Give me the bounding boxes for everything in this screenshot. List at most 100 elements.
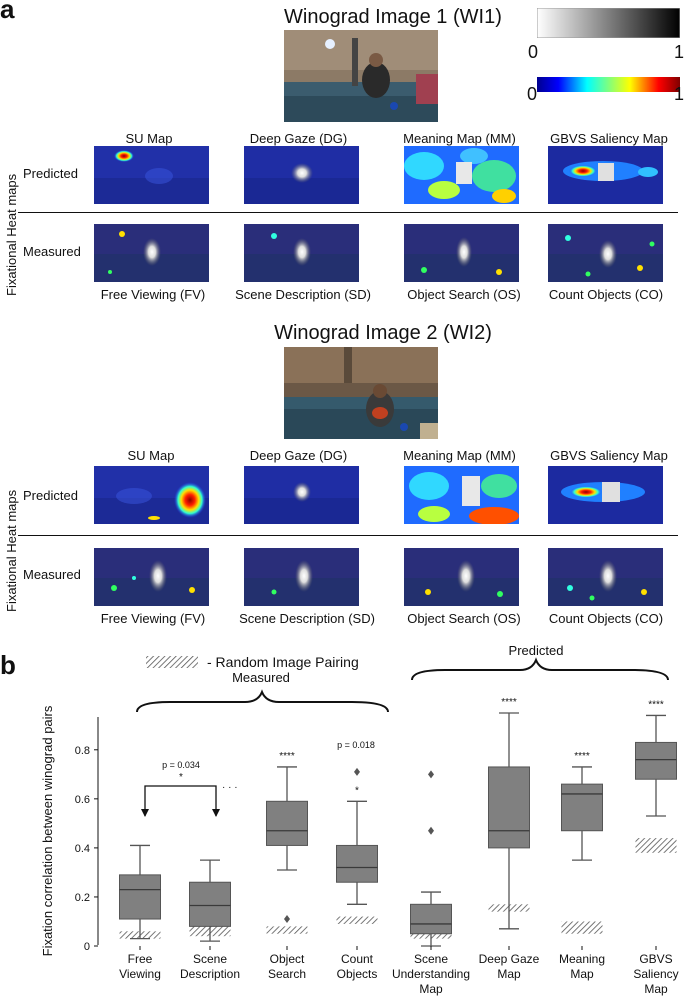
box-6: [561, 783, 603, 832]
wi1-label-co: Count Objects (CO): [548, 287, 664, 302]
box-7: [635, 741, 677, 780]
box-1: [189, 881, 231, 927]
wi1-predicted-dg-heatmap: [244, 146, 359, 204]
measured-brace: [136, 689, 389, 713]
colorbar-gray: [536, 7, 681, 39]
x-label-4-0: Scene: [414, 952, 448, 966]
colorbar-jet: [537, 77, 680, 92]
wi2-predicted-mm-heatmap: [404, 466, 519, 524]
p-fv-sd-dots: · · ·: [222, 782, 238, 793]
wi1-scene-photo: [284, 30, 438, 122]
x-label-5-1: Map: [497, 967, 521, 981]
box-0: [119, 874, 161, 920]
wi1-predicted-mm-heatmap: [404, 146, 519, 204]
wi2-label-fv: Free Viewing (FV): [100, 611, 206, 626]
wi1-measured-fv-heatmap: [94, 224, 209, 282]
y-tick-label-0: 0: [84, 941, 90, 953]
p-fv-sd-arrowhead-left: [141, 809, 149, 817]
wi2-label-os: Object Search (OS): [407, 611, 521, 626]
significance-7: ****: [648, 699, 664, 710]
random-pairing-band-3: [336, 916, 378, 924]
x-label-4-1: Understanding: [392, 967, 470, 981]
outlier-4-0: [428, 826, 434, 835]
measured-group-label: Measured: [232, 670, 290, 685]
wi2-measured-sd-heatmap: [244, 548, 359, 606]
colorbar-gray-min: 0: [528, 42, 539, 62]
wi1-predicted-su-heatmap: [94, 146, 209, 204]
wi2-measured-co-heatmap: [548, 548, 663, 606]
box-3: [336, 844, 378, 883]
wi1-label-deep-gaze: Deep Gaze (DG): [249, 131, 348, 146]
wi1-label-sd: Scene Description (SD): [235, 287, 371, 302]
random-pairing-band-6: [561, 921, 603, 934]
y-tick-label-1: 0.2: [75, 892, 90, 904]
p-fv-sd-bracket: [144, 785, 217, 816]
colorbar-gray-max: 1: [674, 42, 685, 62]
wi1-label-os: Object Search (OS): [407, 287, 521, 302]
y-tick-label-3: 0.6: [75, 794, 90, 806]
wi2-label-co: Count Objects (CO): [548, 611, 664, 626]
wi2-label-sd: Scene Description (SD): [239, 611, 375, 626]
wi1-row-divider: [18, 212, 678, 213]
wi1-title: Winograd Image 1 (WI1): [284, 6, 502, 28]
y-axis-label: Fixation correlation between winograd pa…: [40, 705, 55, 956]
wi1-measured-co-heatmap: [548, 224, 663, 282]
predicted-brace: [411, 657, 669, 681]
wi2-predicted-dg-heatmap: [244, 466, 359, 524]
box-5: [488, 766, 530, 849]
wi2-predicted-su-heatmap: [94, 466, 209, 524]
legend-hatch-swatch: [146, 656, 198, 668]
x-label-6-1: Map: [570, 967, 594, 981]
x-label-2-1: Search: [268, 967, 306, 981]
x-label-1-0: Scene: [193, 952, 227, 966]
wi2-title: Winograd Image 2 (WI2): [274, 322, 492, 344]
outlier-2-0: [284, 915, 290, 924]
x-label-1-1: Description: [180, 967, 240, 981]
wi1-label-fv: Free Viewing (FV): [100, 287, 206, 302]
wi2-row-predicted: Predicted: [23, 488, 78, 503]
y-tick-label-2: 0.4: [75, 843, 90, 855]
x-label-2-0: Object: [270, 952, 305, 966]
wi2-label-meaning-map: Meaning Map (MM): [403, 448, 516, 463]
outlier-4-1: [428, 770, 434, 779]
x-label-5-0: Deep Gaze: [479, 952, 540, 966]
p-fv-sd: p = 0.034: [162, 760, 200, 770]
x-label-0-0: Free: [128, 952, 153, 966]
significance-5: ****: [501, 697, 517, 708]
legend-label: - Random Image Pairing: [207, 654, 359, 670]
wi1-measured-os-heatmap: [404, 224, 519, 282]
wi2-measured-os-heatmap: [404, 548, 519, 606]
wi1-predicted-gbvs-heatmap: [548, 146, 663, 204]
wi2-label-gbvs: GBVS Saliency Map: [550, 448, 668, 463]
predicted-group-label: Predicted: [509, 645, 564, 658]
panel-a-letter: a: [0, 0, 15, 24]
wi1-row-measured: Measured: [23, 244, 81, 259]
significance-6: ****: [574, 751, 590, 762]
significance-2: ****: [279, 751, 295, 762]
colorbar-jet-max: 1: [674, 84, 685, 104]
x-label-0-1: Viewing: [119, 967, 161, 981]
x-label-7-0: GBVS: [639, 952, 672, 966]
wi1-row-predicted: Predicted: [23, 166, 78, 181]
wi2-measured-fv-heatmap: [94, 548, 209, 606]
wi2-scene-photo: [284, 347, 438, 439]
random-pairing-band-7: [635, 838, 677, 853]
wi2-predicted-gbvs-heatmap: [548, 466, 663, 524]
box-2: [266, 800, 308, 846]
wi2-row-measured: Measured: [23, 567, 81, 582]
random-pairing-band-2: [266, 926, 308, 934]
y-tick-label-4: 0.8: [75, 745, 90, 757]
x-label-4-2: Map: [419, 982, 443, 996]
box-4: [410, 903, 452, 935]
significance-3: *: [355, 785, 359, 796]
wi1-label-su-map: SU Map: [125, 131, 173, 146]
x-label-6-0: Meaning: [559, 952, 605, 966]
wi2-label-su-map: SU Map: [127, 448, 175, 463]
wi1-label-gbvs: GBVS Saliency Map: [550, 131, 668, 146]
colorbar-jet-min: 0: [527, 84, 538, 104]
p-fv-sd-arrowhead-right: [212, 809, 220, 817]
p-fv-sd-star: *: [179, 772, 183, 783]
x-label-3-1: Objects: [337, 967, 378, 981]
wi2-row-divider: [18, 535, 678, 536]
x-label-7-1: Saliency: [633, 967, 678, 981]
